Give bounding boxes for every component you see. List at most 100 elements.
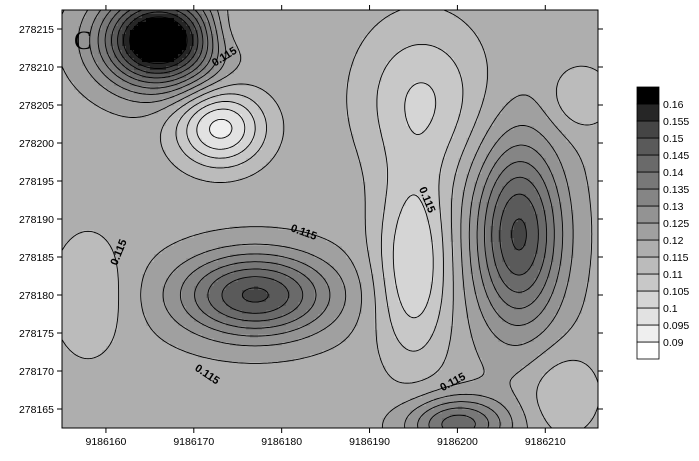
- field-cell: [310, 126, 315, 131]
- field-cell: [574, 122, 579, 127]
- field-cell: [526, 82, 531, 87]
- field-cell: [406, 154, 411, 159]
- field-cell: [338, 118, 343, 123]
- field-cell: [358, 138, 363, 143]
- field-cell: [374, 38, 379, 43]
- field-cell: [562, 98, 567, 103]
- field-cell: [270, 150, 275, 155]
- field-cell: [574, 58, 579, 63]
- field-cell: [82, 70, 87, 75]
- field-cell: [438, 62, 443, 67]
- field-cell: [326, 22, 331, 27]
- field-cell: [362, 86, 367, 91]
- field-cell: [594, 34, 598, 39]
- field-cell: [362, 70, 367, 75]
- field-cell: [466, 154, 471, 159]
- field-cell: [546, 18, 551, 23]
- field-cell: [422, 102, 427, 107]
- field-cell: [514, 114, 519, 119]
- field-cell: [414, 106, 419, 111]
- field-cell: [458, 22, 463, 27]
- field-cell: [114, 138, 119, 143]
- field-cell: [266, 150, 271, 155]
- field-cell: [338, 18, 343, 23]
- field-cell: [150, 26, 155, 31]
- field-cell: [498, 30, 503, 35]
- field-cell: [570, 154, 575, 159]
- field-cell: [402, 118, 407, 123]
- field-cell: [190, 50, 195, 55]
- field-cell: [398, 54, 403, 59]
- field-cell: [478, 98, 483, 103]
- field-cell: [494, 14, 499, 19]
- field-cell: [526, 98, 531, 103]
- field-cell: [574, 38, 579, 43]
- field-cell: [426, 130, 431, 135]
- field-cell: [346, 154, 351, 159]
- field-cell: [94, 86, 99, 91]
- field-cell: [358, 58, 363, 63]
- field-cell: [170, 106, 175, 111]
- field-cell: [126, 18, 131, 23]
- field-cell: [154, 34, 159, 39]
- field-cell: [422, 54, 427, 59]
- field-cell: [230, 30, 235, 35]
- field-cell: [458, 78, 463, 83]
- field-cell: [106, 30, 111, 35]
- field-cell: [270, 42, 275, 47]
- field-cell: [326, 126, 331, 131]
- field-cell: [182, 130, 187, 135]
- field-cell: [266, 66, 271, 71]
- field-cell: [590, 74, 595, 79]
- field-cell: [378, 10, 383, 15]
- field-cell: [362, 42, 367, 47]
- field-cell: [334, 22, 339, 27]
- field-cell: [466, 54, 471, 59]
- field-cell: [170, 62, 175, 67]
- field-cell: [446, 126, 451, 131]
- field-cell: [374, 46, 379, 51]
- field-cell: [210, 70, 215, 75]
- field-cell: [422, 82, 427, 87]
- field-cell: [86, 14, 91, 19]
- field-cell: [438, 86, 443, 91]
- field-cell: [442, 74, 447, 79]
- field-cell: [398, 130, 403, 135]
- field-cell: [462, 98, 467, 103]
- field-cell: [198, 22, 203, 27]
- field-cell: [178, 118, 183, 123]
- field-cell: [202, 94, 207, 99]
- field-cell: [274, 62, 279, 67]
- field-cell: [378, 114, 383, 119]
- field-cell: [262, 98, 267, 103]
- field-cell: [506, 66, 511, 71]
- field-cell: [506, 134, 511, 139]
- field-cell: [366, 18, 371, 23]
- field-cell: [390, 90, 395, 95]
- field-cell: [286, 22, 291, 27]
- field-cell: [86, 66, 91, 71]
- field-cell: [234, 58, 239, 63]
- field-cell: [302, 142, 307, 147]
- field-cell: [150, 38, 155, 43]
- field-cell: [330, 110, 335, 115]
- field-cell: [586, 138, 591, 143]
- field-cell: [462, 90, 467, 95]
- field-cell: [594, 130, 598, 135]
- field-cell: [282, 130, 287, 135]
- field-cell: [530, 74, 535, 79]
- field-cell: [334, 14, 339, 19]
- field-cell: [438, 82, 443, 87]
- field-cell: [506, 154, 511, 159]
- field-cell: [202, 150, 207, 155]
- field-cell: [414, 142, 419, 147]
- field-cell: [486, 14, 491, 19]
- field-cell: [242, 58, 247, 63]
- field-cell: [274, 42, 279, 47]
- field-cell: [470, 138, 475, 143]
- field-cell: [510, 118, 515, 123]
- field-cell: [518, 22, 523, 27]
- field-cell: [78, 34, 83, 39]
- field-cell: [94, 30, 99, 35]
- field-cell: [518, 154, 523, 159]
